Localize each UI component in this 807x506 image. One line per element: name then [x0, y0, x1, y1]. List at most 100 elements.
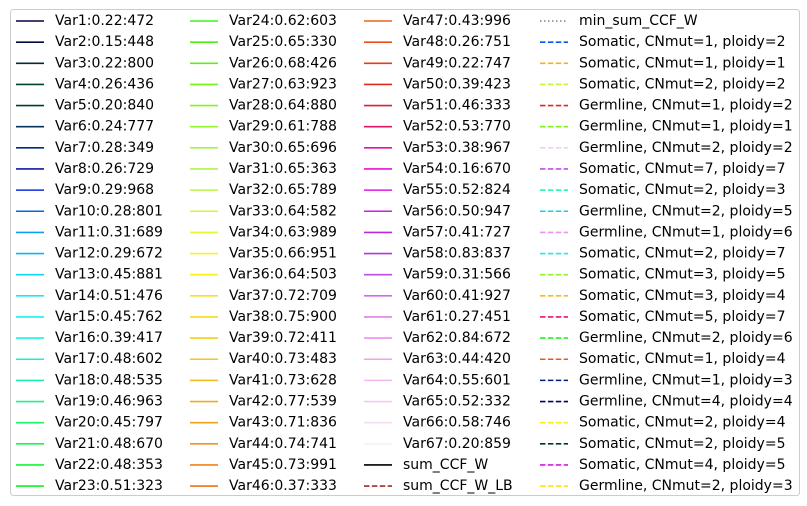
legend-item: Var65:0.52:332 — [364, 394, 511, 410]
legend-label: Var37:0.72:709 — [229, 288, 337, 304]
legend-label: Var19:0.46:963 — [55, 394, 163, 410]
legend-item: Var45:0.73:991 — [190, 457, 337, 473]
legend-item: Germline, CNmut=2, ploidy=2 — [540, 140, 793, 156]
legend-label: Somatic, CNmut=4, ploidy=5 — [579, 457, 785, 473]
legend-item: Var43:0.71:836 — [190, 415, 337, 431]
legend-item: Var30:0.65:696 — [190, 140, 337, 156]
legend-label: Var67:0.20:859 — [403, 436, 511, 452]
legend-item: Var2:0.15:448 — [16, 34, 154, 50]
legend-label: Somatic, CNmut=1, ploidy=2 — [579, 34, 785, 50]
legend-item: Var46:0.37:333 — [190, 478, 337, 494]
legend-item: Var8:0.26:729 — [16, 161, 154, 177]
legend-item: Var23:0.51:323 — [16, 478, 163, 494]
legend-label: Var59:0.31:566 — [403, 267, 511, 283]
legend-item: Var31:0.65:363 — [190, 161, 337, 177]
legend-item: Var7:0.28:349 — [16, 140, 154, 156]
legend-item: Var50:0.39:423 — [364, 76, 511, 92]
legend-label: Var14:0.51:476 — [55, 288, 163, 304]
legend-item: Var62:0.84:672 — [364, 330, 511, 346]
legend-item: Var1:0.22:472 — [16, 13, 154, 29]
legend-label: Somatic, CNmut=2, ploidy=4 — [579, 415, 786, 431]
legend-item: Somatic, CNmut=4, ploidy=5 — [540, 457, 785, 473]
legend-label: Somatic, CNmut=1, ploidy=4 — [579, 351, 786, 367]
legend-label: Var24:0.62:603 — [229, 13, 337, 29]
legend-label: Var65:0.52:332 — [403, 394, 511, 410]
legend-item: Var15:0.45:762 — [16, 309, 163, 325]
legend-item: Somatic, CNmut=2, ploidy=7 — [540, 246, 785, 262]
legend-item: Var21:0.48:670 — [16, 436, 163, 452]
legend-label: Var51:0.46:333 — [403, 98, 511, 114]
legend-item: Var38:0.75:900 — [190, 309, 337, 325]
legend-label: Var48:0.26:751 — [403, 34, 511, 50]
legend-label: Germline, CNmut=1, ploidy=6 — [579, 224, 793, 240]
legend-item: Somatic, CNmut=5, ploidy=7 — [540, 309, 785, 325]
legend-label: Var41:0.73:628 — [229, 372, 337, 388]
legend-label: Var18:0.48:535 — [55, 372, 163, 388]
legend-item: Var6:0.24:777 — [16, 119, 154, 135]
legend-label: Germline, CNmut=2, ploidy=6 — [579, 330, 793, 346]
legend-label: Var3:0.22:800 — [55, 55, 154, 71]
legend-label: Var53:0.38:967 — [403, 140, 511, 156]
legend-label: Germline, CNmut=4, ploidy=4 — [579, 394, 793, 410]
legend-label: Var46:0.37:333 — [229, 478, 337, 494]
legend-label: Var36:0.64:503 — [229, 267, 337, 283]
legend-label: Var15:0.45:762 — [55, 309, 163, 325]
legend-label: Germline, CNmut=2, ploidy=3 — [579, 478, 793, 494]
legend-label: Var16:0.39:417 — [55, 330, 163, 346]
legend-item: Germline, CNmut=1, ploidy=3 — [540, 372, 793, 388]
legend-item: Var40:0.73:483 — [190, 351, 337, 367]
legend-label: Var29:0.61:788 — [229, 119, 337, 135]
legend-label: Somatic, CNmut=7, ploidy=7 — [579, 161, 785, 177]
legend-item: Var9:0.29:968 — [16, 182, 154, 198]
legend-label: Var38:0.75:900 — [229, 309, 337, 325]
legend-label: Var55:0.52:824 — [403, 182, 511, 198]
legend-label: Var2:0.15:448 — [55, 34, 154, 50]
legend-label: Var28:0.64:880 — [229, 98, 337, 114]
legend-label: Var8:0.26:729 — [55, 161, 154, 177]
legend-label: Var9:0.29:968 — [55, 182, 154, 198]
legend-label: Somatic, CNmut=2, ploidy=7 — [579, 246, 785, 262]
legend-label: Var23:0.51:323 — [55, 478, 163, 494]
legend-item: Germline, CNmut=1, ploidy=2 — [540, 98, 793, 114]
legend-item: Germline, CNmut=2, ploidy=5 — [540, 203, 793, 219]
legend-item: Var47:0.43:996 — [364, 13, 511, 29]
legend-item: Var60:0.41:927 — [364, 288, 511, 304]
legend-frame — [10, 9, 800, 496]
legend-label: Var45:0.73:991 — [229, 457, 337, 473]
legend-item: Germline, CNmut=2, ploidy=6 — [540, 330, 793, 346]
legend-label: Var62:0.84:672 — [403, 330, 511, 346]
legend-item: Var34:0.63:989 — [190, 224, 337, 240]
legend-label: Somatic, CNmut=5, ploidy=7 — [579, 309, 785, 325]
legend-label: Var66:0.58:746 — [403, 415, 511, 431]
legend-item: Var58:0.83:837 — [364, 246, 511, 262]
legend-item: Var39:0.72:411 — [190, 330, 337, 346]
legend-label: Somatic, CNmut=2, ploidy=5 — [579, 436, 785, 452]
legend-item: Var32:0.65:789 — [190, 182, 337, 198]
legend-item: Germline, CNmut=4, ploidy=4 — [540, 394, 793, 410]
legend-label: Var61:0.27:451 — [403, 309, 511, 325]
legend-item: sum_CCF_W_LB — [364, 478, 513, 494]
legend-label: Var22:0.48:353 — [55, 457, 163, 473]
legend-label: Var34:0.63:989 — [229, 224, 337, 240]
legend-item: Var22:0.48:353 — [16, 457, 163, 473]
legend-label: sum_CCF_W — [403, 457, 488, 473]
legend-label: Var31:0.65:363 — [229, 161, 337, 177]
legend-item: Var67:0.20:859 — [364, 436, 511, 452]
legend-label: Var35:0.66:951 — [229, 246, 337, 262]
legend-label: Var58:0.83:837 — [403, 246, 511, 262]
legend-item: Somatic, CNmut=2, ploidy=5 — [540, 436, 785, 452]
legend-label: Var33:0.64:582 — [229, 203, 337, 219]
legend-item: Var64:0.55:601 — [364, 372, 511, 388]
legend-label: min_sum_CCF_W — [579, 13, 698, 29]
legend-item: Somatic, CNmut=3, ploidy=5 — [540, 267, 785, 283]
legend-label: Somatic, CNmut=1, ploidy=1 — [579, 55, 785, 71]
legend-item: Var16:0.39:417 — [16, 330, 163, 346]
legend-entries: Var1:0.22:472 Var2:0.15:448 Var3:0.22:800 V… — [16, 13, 793, 494]
legend-label: Var1:0.22:472 — [55, 13, 154, 29]
legend-item: Var41:0.73:628 — [190, 372, 337, 388]
legend-item: Germline, CNmut=2, ploidy=3 — [540, 478, 793, 494]
legend-label: Var60:0.41:927 — [403, 288, 511, 304]
legend-item: Var25:0.65:330 — [190, 34, 337, 50]
legend-label: Var63:0.44:420 — [403, 351, 511, 367]
